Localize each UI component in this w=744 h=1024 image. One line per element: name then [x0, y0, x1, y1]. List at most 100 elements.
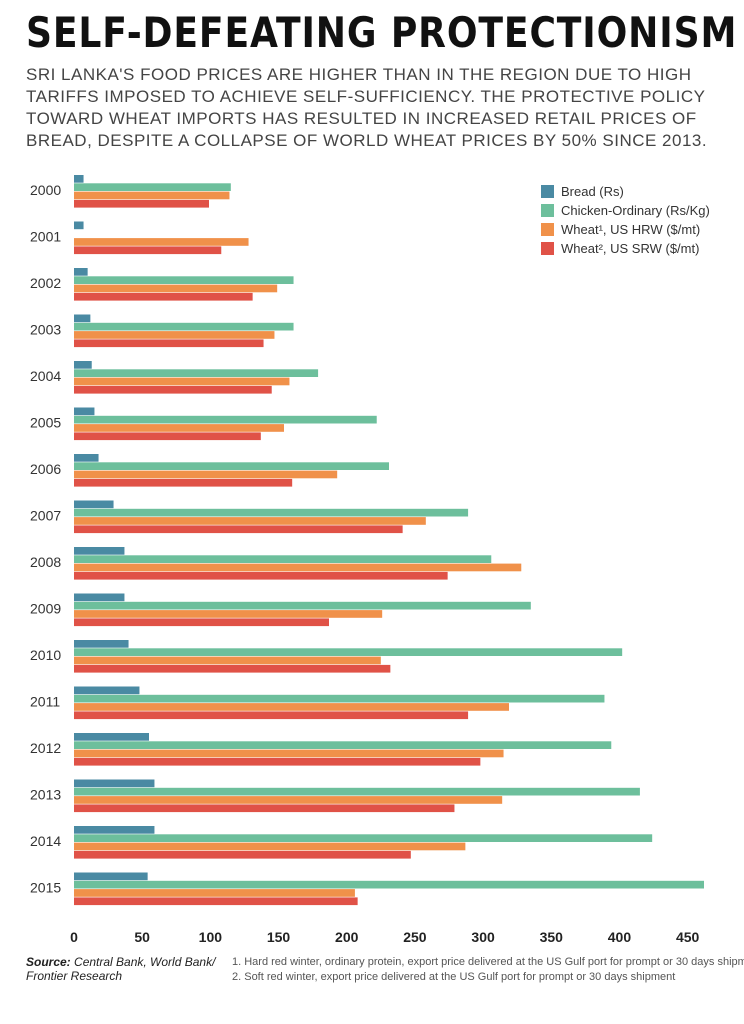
bar-2013-series-2: [74, 787, 640, 796]
legend-label: Bread (Rs): [561, 184, 624, 199]
bar-2013-series-4: [74, 804, 455, 813]
bar-2002-series-3: [74, 284, 278, 293]
bar-2000-series-2: [74, 183, 231, 191]
year-label: 2002: [30, 275, 61, 291]
bar-2012-series-4: [74, 757, 481, 766]
bar-2013-series-3: [74, 796, 503, 804]
legend-label: Chicken-Ordinary (Rs/Kg): [561, 203, 710, 218]
page-title: SELF-DEFEATING PROTECTIONISM: [26, 8, 738, 57]
bar-2010-series-1: [74, 640, 129, 648]
year-label: 2005: [30, 415, 61, 431]
page-subtitle: SRI LANKA'S FOOD PRICES ARE HIGHER THAN …: [26, 65, 708, 150]
bar-2015-series-1: [74, 872, 148, 881]
bar-2002-series-1: [74, 268, 88, 276]
bar-2001-series-3: [74, 238, 249, 246]
bar-2011-series-3: [74, 703, 509, 711]
bar-2015-series-4: [74, 897, 358, 906]
footnote-1: 1. Hard red winter, ordinary protein, ex…: [232, 956, 744, 968]
bar-2014-series-3: [74, 842, 466, 851]
year-label: 2004: [30, 368, 61, 384]
bar-2003-series-3: [74, 331, 275, 339]
source-note: Source: Central Bank, World Bank/ Fronti…: [26, 955, 226, 983]
bar-2006-series-1: [74, 454, 99, 462]
year-label: 2003: [30, 322, 61, 338]
legend-swatch: [541, 185, 554, 198]
bar-2011-series-2: [74, 694, 605, 703]
x-tick-label: 0: [70, 929, 78, 945]
bar-2003-series-2: [74, 322, 294, 331]
bar-2008-series-3: [74, 563, 522, 572]
bar-2009-series-1: [74, 593, 125, 602]
bar-2012-series-3: [74, 749, 504, 758]
bar-2004-series-3: [74, 377, 290, 386]
bar-2009-series-2: [74, 601, 531, 610]
footnote-2: 2. Soft red winter, export price deliver…: [232, 971, 676, 983]
bar-2001-series-1: [74, 221, 84, 230]
bar-2005-series-1: [74, 407, 95, 416]
x-tick-label: 150: [267, 929, 291, 945]
bar-2007-series-1: [74, 500, 114, 509]
x-tick-label: 250: [403, 929, 427, 945]
bar-2014-series-1: [74, 826, 155, 834]
year-label: 2011: [30, 694, 60, 710]
x-tick-label: 100: [199, 929, 223, 945]
legend-swatch: [541, 204, 554, 217]
legend-label: Wheat¹, US HRW ($/mt): [561, 222, 700, 237]
bar-2012-series-2: [74, 741, 612, 749]
legend-swatch: [541, 242, 554, 255]
bar-2009-series-4: [74, 618, 329, 627]
source-text: Central Bank, World Bank/ Frontier Resea…: [26, 955, 216, 983]
bar-2014-series-4: [74, 850, 411, 859]
footnotes: 1. Hard red winter, ordinary protein, ex…: [232, 955, 744, 985]
legend: Bread (Rs) Chicken-Ordinary (Rs/Kg) Wheat¹…: [541, 184, 710, 256]
bar-2004-series-2: [74, 369, 319, 377]
bar-2000-series-3: [74, 191, 230, 200]
bar-chart: 2000200120022003200420052006200720082009…: [30, 175, 710, 945]
year-label: 2015: [30, 880, 61, 896]
bar-2004-series-4: [74, 385, 272, 394]
bar-2003-series-1: [74, 314, 91, 323]
bar-2010-series-2: [74, 648, 623, 656]
year-label: 2014: [30, 833, 61, 849]
year-label: 2012: [30, 740, 61, 756]
legend-swatch: [541, 223, 554, 236]
year-labels: 2000 2001 2002 2003 2004 2005 2006 2007 2008 2009…: [30, 182, 61, 896]
bar-2010-series-4: [74, 664, 391, 673]
year-label: 2006: [30, 461, 61, 477]
year-label: 2013: [30, 787, 61, 803]
x-tick-label: 400: [608, 929, 632, 945]
year-label: 2008: [30, 554, 61, 570]
bar-2005-series-2: [74, 415, 377, 424]
bar-2015-series-2: [74, 880, 704, 889]
bar-2009-series-3: [74, 610, 383, 618]
x-axis-labels: 0 50 100 150 200 250 300 350 400 450: [70, 929, 699, 945]
bar-2011-series-4: [74, 711, 469, 720]
bar-2000-series-1: [74, 175, 84, 183]
x-tick-label: 450: [676, 929, 700, 945]
bar-2007-series-4: [74, 525, 403, 534]
bar-2006-series-2: [74, 462, 389, 470]
bar-2003-series-4: [74, 339, 264, 348]
legend-label: Wheat², US SRW ($/mt): [561, 241, 699, 256]
year-label: 2010: [30, 647, 61, 663]
bar-2007-series-3: [74, 517, 426, 525]
bar-2008-series-4: [74, 571, 448, 580]
x-tick-label: 200: [335, 929, 359, 945]
x-tick-label: 300: [471, 929, 495, 945]
bar-2006-series-3: [74, 470, 338, 479]
year-label: 2000: [30, 182, 61, 198]
year-label: 2009: [30, 601, 61, 617]
bar-2001-series-4: [74, 246, 222, 255]
x-tick-label: 350: [540, 929, 564, 945]
bar-2005-series-4: [74, 432, 261, 441]
bar-2004-series-1: [74, 361, 92, 369]
bar-2006-series-4: [74, 478, 293, 487]
bar-2008-series-1: [74, 547, 125, 555]
bar-2015-series-3: [74, 889, 355, 897]
bar-2011-series-1: [74, 686, 140, 695]
year-label: 2001: [30, 229, 61, 245]
source-label: Source:: [26, 955, 71, 969]
bar-2014-series-2: [74, 834, 653, 842]
bars-group: [74, 175, 704, 906]
bar-2012-series-1: [74, 733, 149, 741]
